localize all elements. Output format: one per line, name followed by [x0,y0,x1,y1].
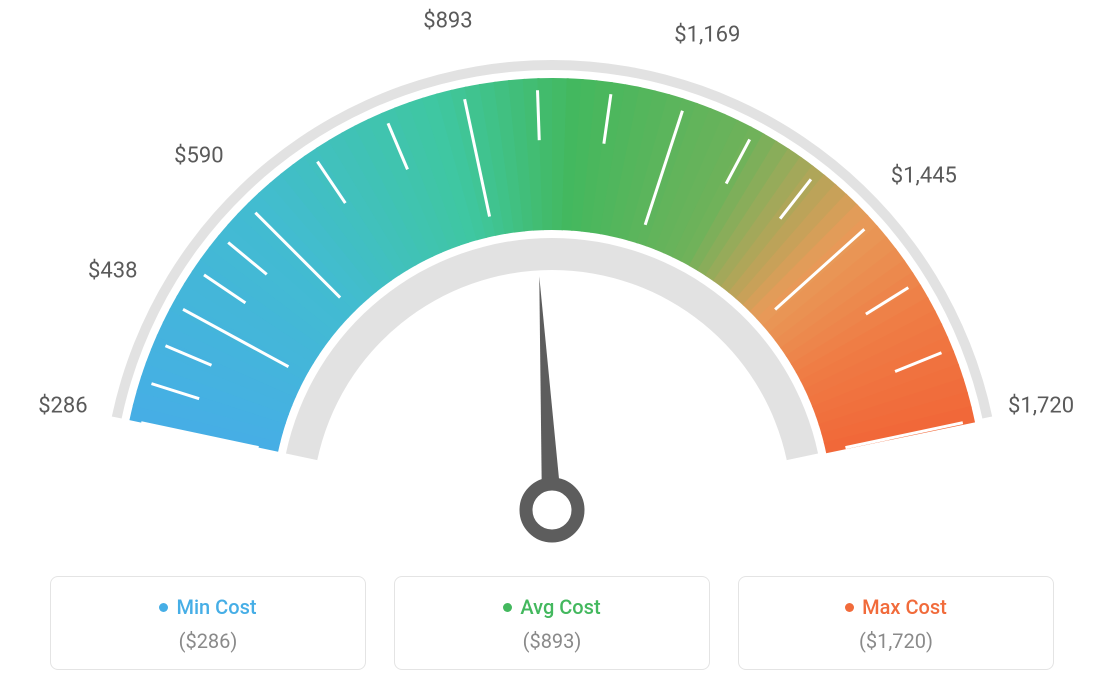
legend-label: Min Cost [176,595,256,619]
gauge-tick-label: $893 [423,8,472,33]
legend-card-max: Max Cost ($1,720) [738,576,1054,670]
legend-label: Avg Cost [520,595,600,619]
dot-icon [503,603,512,612]
gauge-tick-label: $286 [38,394,87,419]
gauge-tick-label: $590 [174,144,223,169]
gauge-svg [0,0,1104,550]
legend: Min Cost ($286) Avg Cost ($893) Max Cost… [0,576,1104,670]
gauge-tick-label: $438 [88,259,137,284]
gauge-chart: $286 $438 $590 $893 $1,169 $1,445 $1,720 [0,0,1104,550]
dot-icon [159,603,168,612]
gauge-tick-label: $1,445 [891,163,957,188]
legend-value: ($286) [61,629,355,653]
gauge-tick-label: $1,169 [674,22,740,47]
dot-icon [845,603,854,612]
gauge-tick-label: $1,720 [1008,394,1074,419]
legend-card-avg: Avg Cost ($893) [394,576,710,670]
legend-label: Max Cost [862,595,947,619]
legend-value: ($1,720) [749,629,1043,653]
legend-title-min: Min Cost [159,595,256,619]
legend-title-max: Max Cost [845,595,947,619]
legend-title-avg: Avg Cost [503,595,600,619]
legend-card-min: Min Cost ($286) [50,576,366,670]
legend-value: ($893) [405,629,699,653]
